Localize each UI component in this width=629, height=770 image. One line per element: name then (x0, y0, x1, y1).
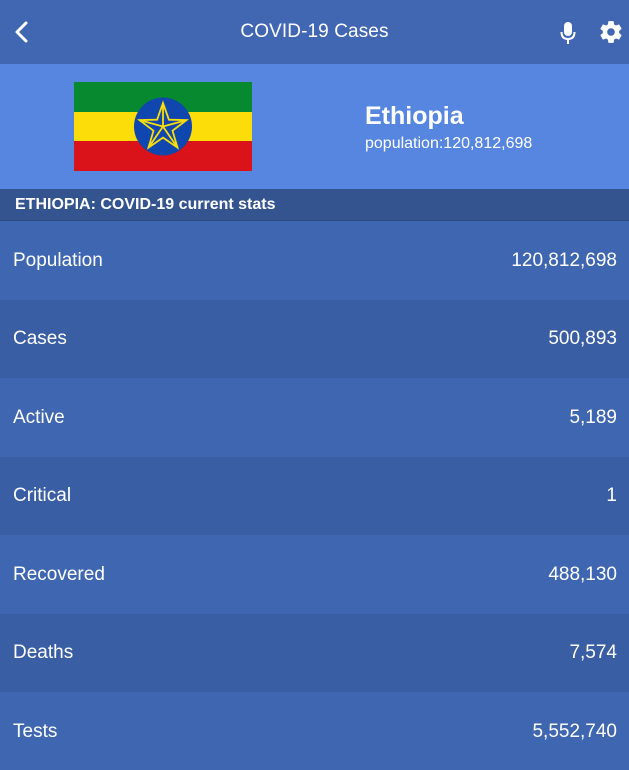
stat-value: 488,130 (548, 563, 617, 585)
settings-button[interactable] (596, 17, 626, 47)
stat-row-population[interactable]: Population 120,812,698 (0, 221, 629, 300)
stat-value: 5,189 (569, 406, 617, 428)
chevron-left-icon (15, 21, 28, 43)
stat-label: Recovered (13, 563, 105, 585)
stat-row-recovered[interactable]: Recovered 488,130 (0, 535, 629, 614)
ethiopia-flag-image (74, 82, 252, 171)
back-button[interactable] (4, 14, 40, 50)
stats-list: Population 120,812,698 Cases 500,893 Act… (0, 221, 629, 770)
stat-label: Deaths (13, 642, 74, 663)
stat-value: 500,893 (548, 328, 617, 349)
stat-label: Population (13, 249, 103, 271)
voice-search-button[interactable] (554, 18, 582, 48)
stat-row-critical[interactable]: Critical 1 (0, 457, 629, 535)
stat-row-cases[interactable]: Cases 500,893 (0, 300, 629, 378)
country-header: Ethiopia population:120,812,698 (0, 64, 629, 189)
stat-value: 1 (606, 485, 617, 506)
stat-value: 5,552,740 (532, 720, 617, 742)
country-population: population:120,812,698 (365, 135, 533, 152)
stat-label: Cases (13, 328, 67, 349)
stat-value: 120,812,698 (511, 249, 617, 271)
stat-row-tests[interactable]: Tests 5,552,740 (0, 692, 629, 770)
stat-label: Tests (13, 720, 58, 742)
top-app-bar: COVID-19 Cases (0, 0, 629, 64)
gear-icon (600, 21, 622, 43)
stat-row-deaths[interactable]: Deaths 7,574 (0, 614, 629, 692)
stat-label: Active (13, 406, 65, 428)
stats-section-heading: ETHIOPIA: COVID-19 current stats (0, 189, 629, 221)
stat-label: Critical (13, 485, 72, 506)
microphone-icon (560, 22, 576, 44)
stats-heading-text: ETHIOPIA: COVID-19 current stats (15, 196, 276, 213)
stat-value: 7,574 (569, 642, 617, 663)
app-title: COVID-19 Cases (240, 21, 389, 42)
country-name: Ethiopia (365, 102, 464, 130)
stat-row-active[interactable]: Active 5,189 (0, 378, 629, 457)
